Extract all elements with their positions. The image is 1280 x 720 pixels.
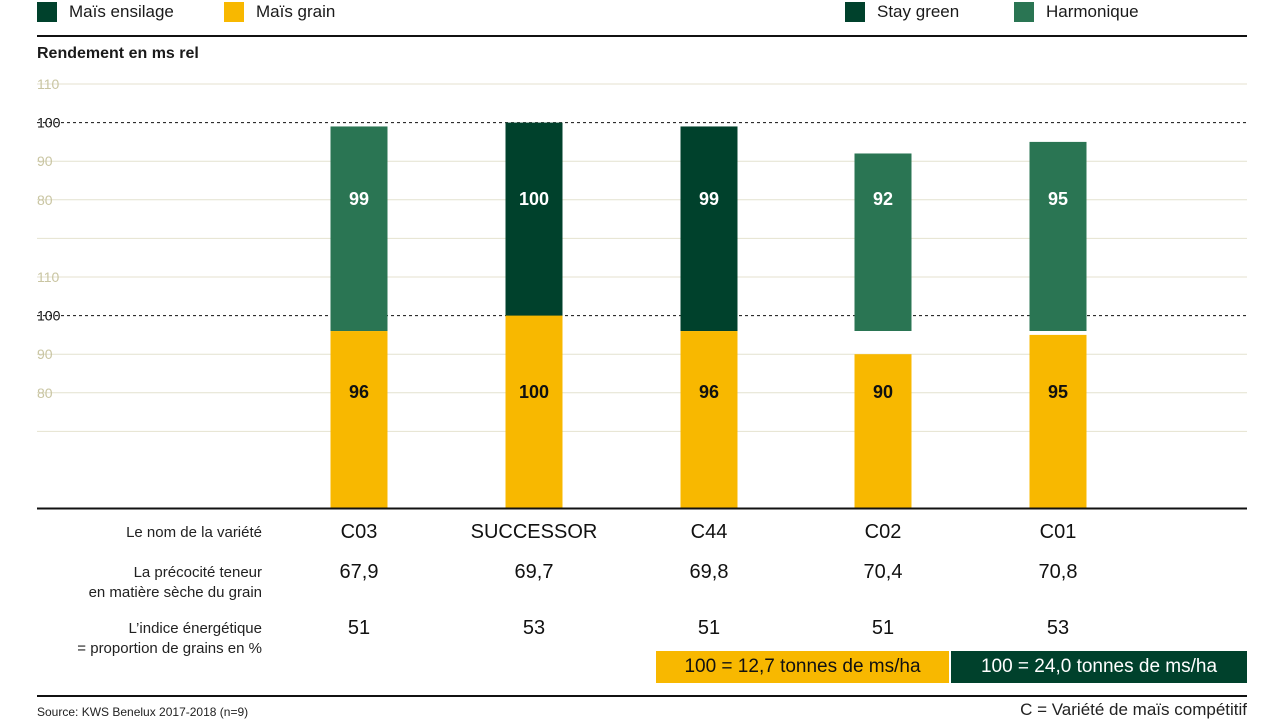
ensilage-bar (680, 126, 738, 332)
top-rule (37, 35, 1247, 37)
energy-index-cell: 53 (522, 617, 546, 639)
energy-index-cell: 53 (1046, 617, 1070, 639)
legend-item-harmonique: Harmonique (1014, 2, 1139, 22)
grain-value-label: 100 (519, 382, 549, 402)
ensilage-value-label: 92 (873, 189, 893, 209)
grain-bar (505, 315, 563, 508)
row-label-precocity: La précocité teneur en matière sèche du … (89, 563, 262, 603)
variety-name-cell: SUCCESSOR (470, 521, 598, 543)
ensilage-bar (505, 122, 563, 331)
legend-swatch-mais-ensilage (37, 2, 57, 22)
row-label-precocity-line1: La précocité teneur (133, 564, 262, 581)
precocity-cell: 69,8 (689, 561, 729, 583)
energy-index-cell: 51 (697, 617, 721, 639)
precocity-cell: 69,7 (514, 561, 554, 583)
grain-bar (680, 331, 738, 508)
y-tick-label: 110 (37, 76, 60, 92)
legend-item-stay-green: Stay green (845, 2, 959, 22)
y-tick-label: 80 (37, 192, 53, 208)
grain-value-label: 90 (873, 382, 893, 402)
legend-label-mais-ensilage: Maïs ensilage (69, 2, 174, 21)
row-label-energy: L’indice énergétique = proportion de gra… (77, 619, 262, 659)
grain-bar (330, 331, 388, 508)
energy-index-cell: 51 (347, 617, 371, 639)
row-label-energy-line2: = proportion de grains en % (77, 640, 262, 657)
footnote: C = Variété de maïs compétitif (1020, 700, 1247, 719)
ensilage-bar (1029, 141, 1087, 331)
legend-label-stay-green: Stay green (877, 2, 960, 21)
y-tick-label: 100 (37, 308, 61, 324)
precocity-cell: 70,8 (1038, 561, 1078, 583)
variety-name-cell: C03 (340, 521, 378, 543)
legend-swatch-mais-grain (224, 2, 244, 22)
variety-name-cell: C01 (1039, 521, 1077, 543)
legend-swatch-stay-green (845, 2, 865, 22)
variety-name-cell: C02 (864, 521, 902, 543)
grain-bar (1029, 334, 1087, 508)
grain-reference-box: 100 = 12,7 tonnes de ms/ha (656, 651, 949, 683)
grain-bar (854, 354, 912, 508)
y-tick-label: 90 (37, 153, 53, 169)
bar-chart: 110 100 90 80 110 100 90 80 99 100 99 92 95 96 100 96 90… (37, 76, 1247, 510)
ensilage-bar (854, 153, 912, 331)
ensilage-value-label: 99 (699, 189, 719, 209)
precocity-cell: 67,9 (339, 561, 379, 583)
ensilage-bar (330, 126, 388, 332)
legend-label-harmonique: Harmonique (1046, 2, 1139, 21)
y-tick-label: 90 (37, 346, 53, 362)
chart-title: Rendement en ms rel (37, 45, 199, 62)
variety-name-cell: C44 (690, 521, 728, 543)
silage-reference-text: 100 = 24,0 tonnes de ms/ha (980, 656, 1218, 677)
row-label-variety: Le nom de la variété (126, 523, 262, 543)
ensilage-value-label: 95 (1048, 189, 1068, 209)
legend-item-mais-ensilage: Maïs ensilage (37, 2, 174, 22)
source-note: Source: KWS Benelux 2017-2018 (n=9) (37, 705, 249, 719)
energy-index-cell: 51 (871, 617, 895, 639)
legend: Maïs ensilage Maïs grain Stay green Harm… (0, 0, 1280, 30)
legend-label-mais-grain: Maïs grain (256, 2, 336, 21)
y-tick-label: 80 (37, 385, 53, 401)
grain-reference-text: 100 = 12,7 tonnes de ms/ha (684, 656, 921, 677)
row-label-energy-line1: L’indice énergétique (128, 620, 262, 637)
y-tick-label: 100 (37, 115, 61, 131)
ensilage-value-label: 99 (349, 189, 369, 209)
precocity-cell: 70,4 (863, 561, 903, 583)
legend-item-mais-grain: Maïs grain (224, 2, 335, 22)
grain-value-label: 95 (1048, 382, 1068, 402)
bottom-rule (37, 695, 1247, 697)
y-tick-label: 110 (37, 269, 60, 285)
silage-reference-box: 100 = 24,0 tonnes de ms/ha (951, 651, 1247, 683)
ensilage-value-label: 100 (519, 189, 549, 209)
legend-swatch-harmonique (1014, 2, 1034, 22)
grain-value-label: 96 (349, 382, 369, 402)
grain-value-label: 96 (699, 382, 719, 402)
row-label-precocity-line2: en matière sèche du grain (88, 584, 262, 601)
row-label-variety-text: Le nom de la variété (126, 524, 262, 541)
